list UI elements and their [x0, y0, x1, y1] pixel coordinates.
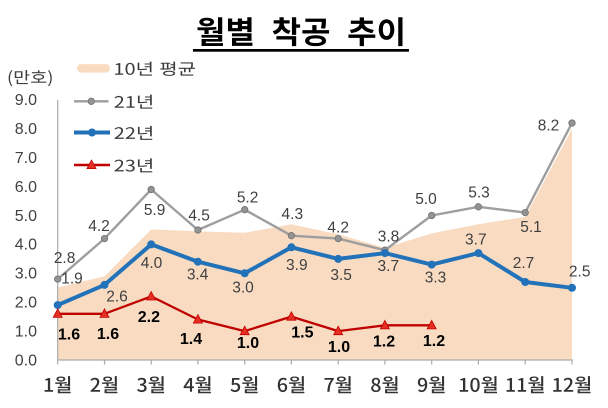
svg-text:3.0: 3.0: [15, 266, 37, 283]
svg-text:3.7: 3.7: [378, 258, 400, 275]
svg-text:4.0: 4.0: [15, 237, 37, 254]
svg-text:1.4: 1.4: [180, 331, 202, 348]
svg-text:1.2: 1.2: [373, 334, 395, 351]
svg-text:2.2: 2.2: [138, 309, 160, 326]
svg-text:4.3: 4.3: [282, 206, 304, 223]
svg-text:6.0: 6.0: [15, 179, 37, 196]
svg-text:2.8: 2.8: [54, 250, 76, 267]
svg-text:5.1: 5.1: [520, 219, 542, 236]
svg-text:2.5: 2.5: [569, 264, 591, 281]
svg-text:1.0: 1.0: [237, 335, 259, 352]
svg-text:7.0: 7.0: [15, 150, 37, 167]
svg-text:4.2: 4.2: [327, 220, 349, 237]
svg-text:4.0: 4.0: [141, 255, 163, 272]
svg-text:2.6: 2.6: [106, 289, 128, 306]
svg-text:1.0: 1.0: [15, 323, 37, 340]
svg-text:2.0: 2.0: [15, 295, 37, 312]
svg-text:5.2: 5.2: [237, 189, 259, 206]
svg-text:8.2: 8.2: [538, 117, 560, 134]
svg-text:1.6: 1.6: [58, 327, 80, 344]
svg-text:2.7: 2.7: [513, 255, 535, 272]
svg-text:9.0: 9.0: [15, 92, 37, 109]
svg-text:3.4: 3.4: [187, 266, 209, 283]
svg-text:3.8: 3.8: [378, 228, 400, 245]
svg-text:5.3: 5.3: [468, 185, 490, 202]
svg-text:1.2: 1.2: [423, 333, 445, 350]
svg-text:3.5: 3.5: [330, 267, 352, 284]
svg-text:1.6: 1.6: [97, 326, 119, 343]
svg-text:1.9: 1.9: [61, 270, 83, 287]
svg-text:4.2: 4.2: [88, 218, 110, 235]
svg-text:3.9: 3.9: [286, 257, 308, 274]
svg-text:5.0: 5.0: [415, 191, 437, 208]
svg-text:0.0: 0.0: [15, 352, 37, 369]
svg-text:5.9: 5.9: [144, 202, 166, 219]
svg-text:8.0: 8.0: [15, 121, 37, 138]
svg-text:1.5: 1.5: [291, 324, 313, 341]
svg-text:1.0: 1.0: [328, 339, 350, 356]
svg-text:4.5: 4.5: [188, 208, 210, 225]
svg-text:3.0: 3.0: [232, 279, 254, 296]
svg-text:5.0: 5.0: [15, 208, 37, 225]
svg-text:3.7: 3.7: [465, 232, 487, 249]
svg-text:3.3: 3.3: [425, 269, 447, 286]
